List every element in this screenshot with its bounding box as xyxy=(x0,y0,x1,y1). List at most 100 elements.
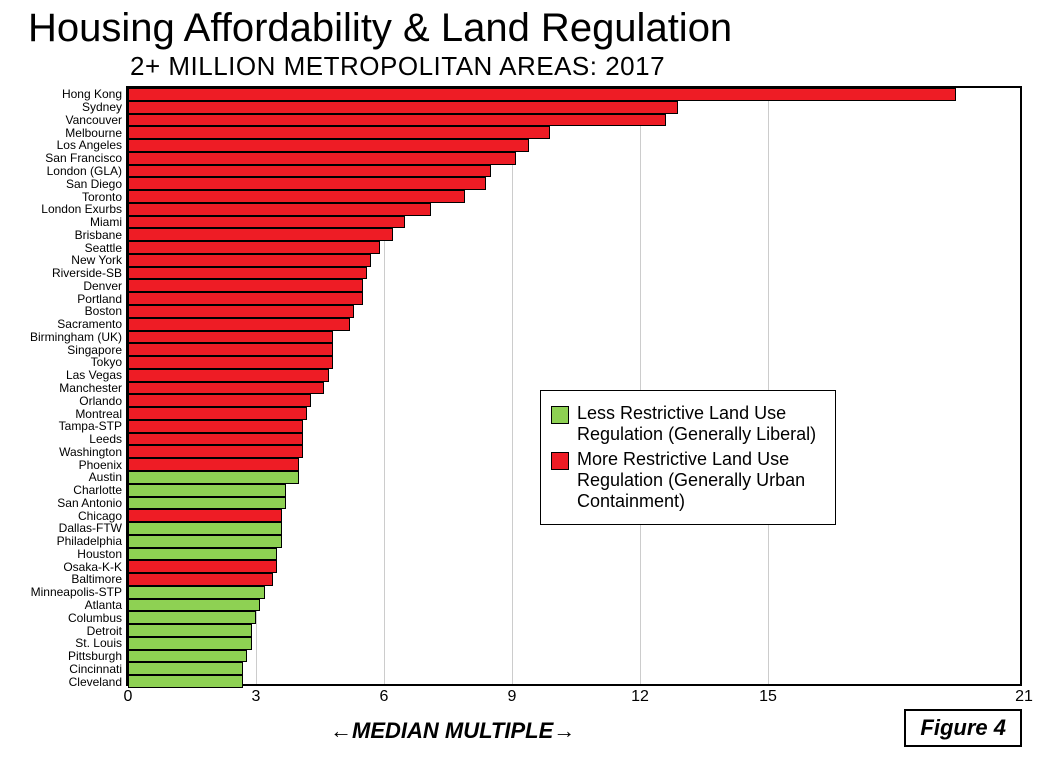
y-tick-label: Atlanta xyxy=(85,599,128,611)
bar xyxy=(128,331,333,344)
bar xyxy=(128,497,286,510)
bar-row: London (GLA) xyxy=(128,165,1020,178)
bar xyxy=(128,611,256,624)
y-tick-label: Minneapolis-STP xyxy=(31,586,128,598)
bar-row: Atlanta xyxy=(128,599,1020,612)
bar-row: Riverside-SB xyxy=(128,267,1020,280)
chart-plot-area: 0369121521Hong KongSydneyVancouverMelbou… xyxy=(126,86,1022,686)
y-tick-label: Boston xyxy=(85,305,128,317)
bar-row: Vancouver xyxy=(128,114,1020,127)
bar xyxy=(128,152,516,165)
bar-row: Houston xyxy=(128,548,1020,561)
y-tick-label: Houston xyxy=(77,548,128,560)
bar xyxy=(128,279,363,292)
bar xyxy=(128,267,367,280)
bar-row: Miami xyxy=(128,216,1020,229)
y-tick-label: Miami xyxy=(90,216,128,228)
chart-subtitle: 2+ MILLION METROPOLITAN AREAS: 2017 xyxy=(130,51,1044,82)
legend-item: More Restrictive Land Use Regulation (Ge… xyxy=(551,449,821,512)
y-tick-label: Baltimore xyxy=(71,573,128,585)
y-tick-label: Orlando xyxy=(79,395,128,407)
bar-row: Minneapolis-STP xyxy=(128,586,1020,599)
y-tick-label: Portland xyxy=(77,293,128,305)
bar xyxy=(128,675,243,688)
bar xyxy=(128,637,252,650)
bar xyxy=(128,139,529,152)
bar xyxy=(128,126,550,139)
bar xyxy=(128,177,486,190)
bar-row: Birmingham (UK) xyxy=(128,331,1020,344)
bar-row: Pittsburgh xyxy=(128,650,1020,663)
bar-row: San Diego xyxy=(128,177,1020,190)
y-tick-label: Los Angeles xyxy=(57,139,128,151)
chart-legend: Less Restrictive Land Use Regulation (Ge… xyxy=(540,390,836,525)
bar-row: Sydney xyxy=(128,101,1020,114)
bar-row: Denver xyxy=(128,279,1020,292)
y-tick-label: Osaka-K-K xyxy=(63,561,128,573)
y-tick-label: Montreal xyxy=(75,408,128,420)
bar xyxy=(128,203,431,216)
bar-row: Las Vegas xyxy=(128,369,1020,382)
y-tick-label: Singapore xyxy=(67,344,128,356)
y-tick-label: London Exurbs xyxy=(41,203,128,215)
y-tick-label: Seattle xyxy=(85,242,128,254)
y-tick-label: Chicago xyxy=(78,510,128,522)
y-tick-label: Dallas-FTW xyxy=(59,522,128,534)
bar-row: Baltimore xyxy=(128,573,1020,586)
y-tick-label: San Francisco xyxy=(45,152,128,164)
bar xyxy=(128,650,247,663)
chart-title: Housing Affordability & Land Regulation xyxy=(28,6,1044,51)
bar xyxy=(128,165,491,178)
bar xyxy=(128,573,273,586)
bar-row: Los Angeles xyxy=(128,139,1020,152)
bar-row: Philadelphia xyxy=(128,535,1020,548)
y-tick-label: St. Louis xyxy=(75,637,128,649)
y-tick-label: Phoenix xyxy=(79,459,128,471)
x-tick-label: 21 xyxy=(1015,688,1033,706)
bar xyxy=(128,420,303,433)
y-tick-label: Washington xyxy=(59,446,128,458)
bar xyxy=(128,228,393,241)
x-tick-label: 15 xyxy=(759,688,777,706)
bar-row: Hong Kong xyxy=(128,88,1020,101)
y-tick-label: San Diego xyxy=(66,178,128,190)
y-tick-label: Cincinnati xyxy=(69,663,128,675)
legend-label: More Restrictive Land Use Regulation (Ge… xyxy=(577,449,821,512)
bar xyxy=(128,305,354,318)
x-axis-title: ←MEDIAN MULTIPLE→ xyxy=(330,718,575,744)
bar xyxy=(128,509,282,522)
bar-row: Sacramento xyxy=(128,318,1020,331)
bar xyxy=(128,407,307,420)
legend-swatch xyxy=(551,452,569,470)
bar-row: New York xyxy=(128,254,1020,267)
bar xyxy=(128,114,666,127)
bar xyxy=(128,88,956,101)
bar xyxy=(128,216,405,229)
bar-row: Columbus xyxy=(128,611,1020,624)
y-tick-label: Tokyo xyxy=(91,356,128,368)
bar xyxy=(128,458,299,471)
bar xyxy=(128,433,303,446)
bar-row: Melbourne xyxy=(128,126,1020,139)
bar xyxy=(128,369,329,382)
bar xyxy=(128,586,265,599)
y-tick-label: Sacramento xyxy=(57,318,128,330)
x-tick-label: 9 xyxy=(508,688,517,706)
bar-row: London Exurbs xyxy=(128,203,1020,216)
bar xyxy=(128,101,678,114)
bar-row: Toronto xyxy=(128,190,1020,203)
bar-row: Singapore xyxy=(128,343,1020,356)
y-tick-label: Philadelphia xyxy=(57,535,128,547)
y-tick-label: Leeds xyxy=(89,433,128,445)
legend-item: Less Restrictive Land Use Regulation (Ge… xyxy=(551,403,821,445)
bar-row: Cincinnati xyxy=(128,662,1020,675)
bar xyxy=(128,522,282,535)
y-tick-label: Vancouver xyxy=(66,114,128,126)
bar xyxy=(128,241,380,254)
y-tick-label: San Antonio xyxy=(57,497,128,509)
bar xyxy=(128,471,299,484)
y-tick-label: Manchester xyxy=(59,382,128,394)
y-tick-label: Melbourne xyxy=(65,127,128,139)
y-tick-label: Riverside-SB xyxy=(52,267,128,279)
bar xyxy=(128,292,363,305)
